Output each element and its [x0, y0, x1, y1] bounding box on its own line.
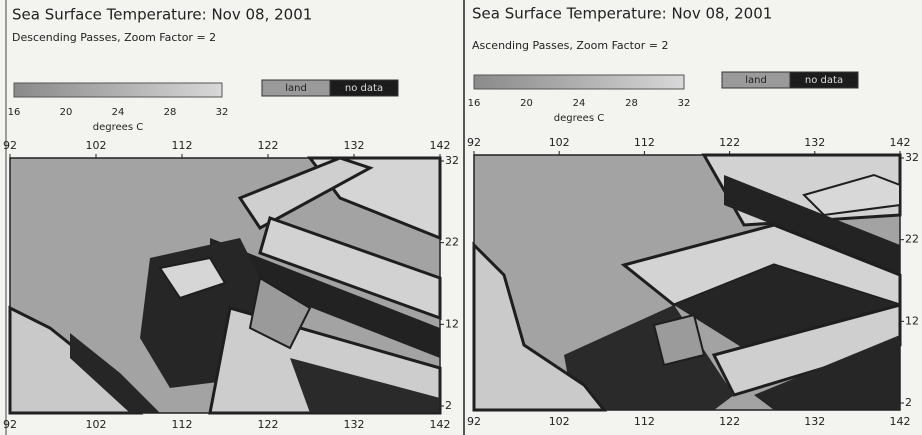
- y-tick-label: 12: [905, 314, 919, 327]
- colorbar-tick-label: 20: [60, 107, 73, 118]
- colorbar-tick-label: 28: [625, 98, 638, 109]
- panel-title: Sea Surface Temperature: Nov 08, 2001: [472, 5, 772, 23]
- x-tick-label-top: 122: [719, 136, 740, 149]
- x-tick-label-top: 92: [3, 139, 17, 152]
- x-tick-label-bottom: 112: [172, 418, 193, 431]
- x-tick-label-bottom: 142: [890, 415, 911, 428]
- x-tick-label-bottom: 142: [430, 418, 451, 431]
- legend-label: no data: [805, 75, 843, 86]
- colorbar-label: degrees C: [93, 122, 143, 133]
- sst-map: [474, 155, 900, 410]
- x-tick-label-bottom: 112: [634, 415, 655, 428]
- y-tick-label: 12: [445, 317, 459, 330]
- x-tick-label-top: 92: [467, 136, 481, 149]
- panel-title: Sea Surface Temperature: Nov 08, 2001: [12, 6, 312, 24]
- colorbar-tick-label: 16: [8, 107, 21, 118]
- x-tick-label-bottom: 102: [86, 418, 107, 431]
- y-tick-label: 32: [905, 151, 919, 164]
- colorbar-tick-label: 28: [164, 107, 177, 118]
- x-tick-label-top: 122: [258, 139, 279, 152]
- x-tick-label-bottom: 92: [467, 415, 481, 428]
- x-tick-label-bottom: 92: [3, 418, 17, 431]
- x-tick-label-top: 142: [430, 139, 451, 152]
- panel-subtitle: Ascending Passes, Zoom Factor = 2: [472, 39, 668, 52]
- x-tick-label-top: 112: [172, 139, 193, 152]
- x-tick-label-top: 132: [344, 139, 365, 152]
- y-tick-label: 22: [445, 236, 459, 249]
- panel: Sea Surface Temperature: Nov 08, 2001 Des…: [3, 6, 459, 432]
- x-tick-label-top: 132: [804, 136, 825, 149]
- legend-label: land: [285, 83, 307, 94]
- colorbar-tick-label: 24: [112, 107, 125, 118]
- x-tick-label-top: 142: [890, 136, 911, 149]
- x-tick-label-top: 112: [634, 136, 655, 149]
- y-tick-label: 22: [905, 233, 919, 246]
- x-tick-label-bottom: 132: [344, 418, 365, 431]
- y-tick-label: 2: [445, 399, 452, 412]
- x-tick-label-top: 102: [86, 139, 107, 152]
- y-tick-label: 2: [905, 396, 912, 409]
- legend-label: land: [745, 75, 767, 86]
- colorbar-label: degrees C: [554, 113, 604, 124]
- x-tick-label-bottom: 132: [804, 415, 825, 428]
- colorbar: [14, 83, 222, 97]
- x-tick-label-top: 102: [549, 136, 570, 149]
- y-tick-label: 32: [445, 154, 459, 167]
- panel: Sea Surface Temperature: Nov 08, 2001 Asc…: [467, 5, 919, 429]
- x-tick-label-bottom: 102: [549, 415, 570, 428]
- colorbar-tick-label: 32: [678, 98, 691, 109]
- legend-label: no data: [345, 83, 383, 94]
- colorbar-tick-label: 24: [573, 98, 586, 109]
- screenshot: Sea Surface Temperature: Nov 08, 2001 Des…: [0, 0, 922, 435]
- colorbar: [474, 75, 684, 89]
- panel-subtitle: Descending Passes, Zoom Factor = 2: [12, 31, 216, 44]
- colorbar-tick-label: 16: [468, 98, 481, 109]
- colorbar-tick-label: 20: [520, 98, 533, 109]
- colorbar-tick-label: 32: [216, 107, 229, 118]
- sst-map: [10, 158, 440, 413]
- x-tick-label-bottom: 122: [719, 415, 740, 428]
- x-tick-label-bottom: 122: [258, 418, 279, 431]
